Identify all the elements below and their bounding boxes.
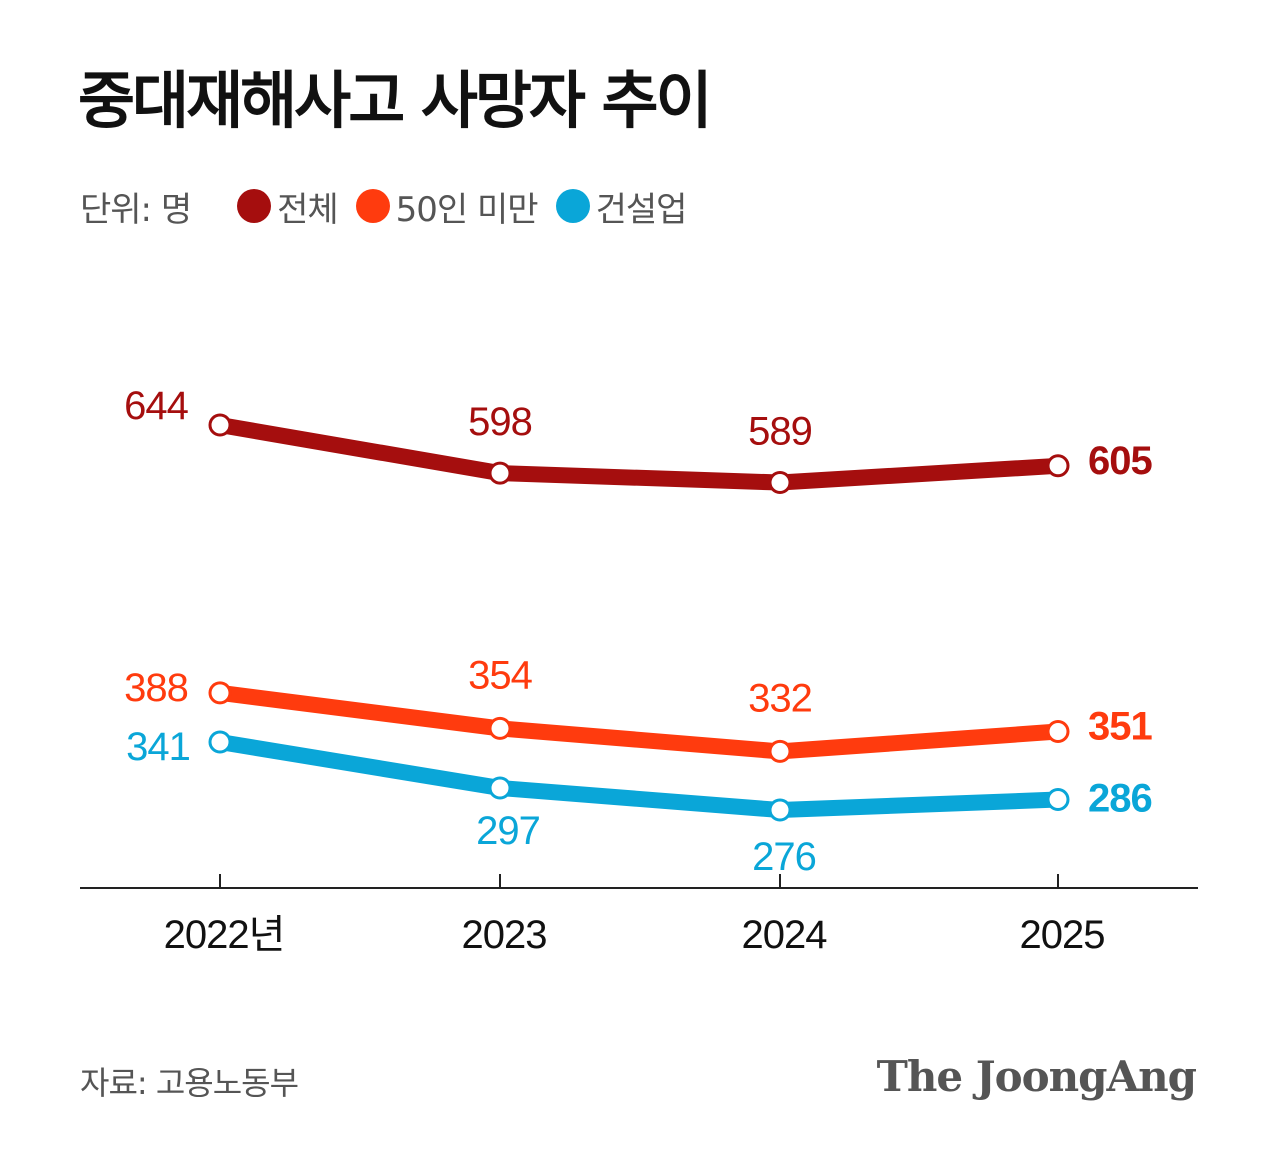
legend-dot-construction-icon — [555, 189, 590, 223]
data-point-under50 — [768, 739, 792, 763]
legend-item-construction: 건설업 — [555, 182, 688, 231]
x-tick-label: 2024 — [742, 913, 828, 957]
legend: 단위: 명 전체 50인 미만 건설업 — [80, 182, 704, 231]
data-label-under50: 351 — [1088, 705, 1152, 749]
legend-item-total: 전체 — [237, 182, 339, 231]
data-label-total: 589 — [748, 410, 812, 454]
series-line-under50 — [212, 684, 1066, 760]
legend-label-construction: 건설업 — [595, 189, 688, 230]
data-point-construction — [768, 798, 792, 822]
x-tick-label: 2022년 — [164, 913, 285, 957]
publisher-logo: The JoongAng — [876, 1052, 1197, 1101]
data-label-construction: 297 — [476, 809, 540, 853]
data-point-total — [488, 461, 512, 485]
series-line-total — [212, 417, 1066, 491]
legend-dot-total-icon — [237, 189, 272, 223]
data-label-under50: 354 — [468, 653, 532, 697]
data-label-construction: 276 — [752, 835, 816, 879]
data-label-under50: 332 — [748, 676, 812, 720]
data-point-construction — [488, 776, 512, 800]
data-point-under50 — [1046, 720, 1070, 744]
data-point-under50 — [208, 681, 232, 705]
source-note: 자료: 고용노동부 — [80, 1064, 299, 1102]
legend-label-total: 전체 — [277, 189, 339, 230]
x-tick-label: 2023 — [462, 913, 547, 957]
data-label-construction: 286 — [1088, 777, 1152, 821]
data-point-total — [208, 413, 232, 437]
data-label-under50: 388 — [124, 666, 188, 710]
data-point-total — [768, 471, 792, 495]
unit-label: 단위: 명 — [80, 189, 192, 230]
data-label-total: 598 — [468, 400, 532, 444]
legend-item-under50: 50인 미만 — [355, 182, 539, 231]
data-label-total: 644 — [124, 384, 188, 428]
data-point-under50 — [488, 716, 512, 740]
data-label-construction: 341 — [126, 725, 190, 769]
x-tick-label: 2025 — [1020, 913, 1105, 957]
data-point-construction — [1046, 788, 1070, 812]
data-point-total — [1046, 454, 1070, 478]
data-point-construction — [208, 730, 232, 754]
data-label-total: 605 — [1088, 439, 1152, 483]
chart-title: 중대재해사고 사망자 추이 — [78, 64, 713, 137]
series-line-construction — [212, 733, 1066, 818]
legend-label-under50: 50인 미만 — [395, 189, 539, 230]
legend-dot-under50-icon — [355, 189, 390, 223]
